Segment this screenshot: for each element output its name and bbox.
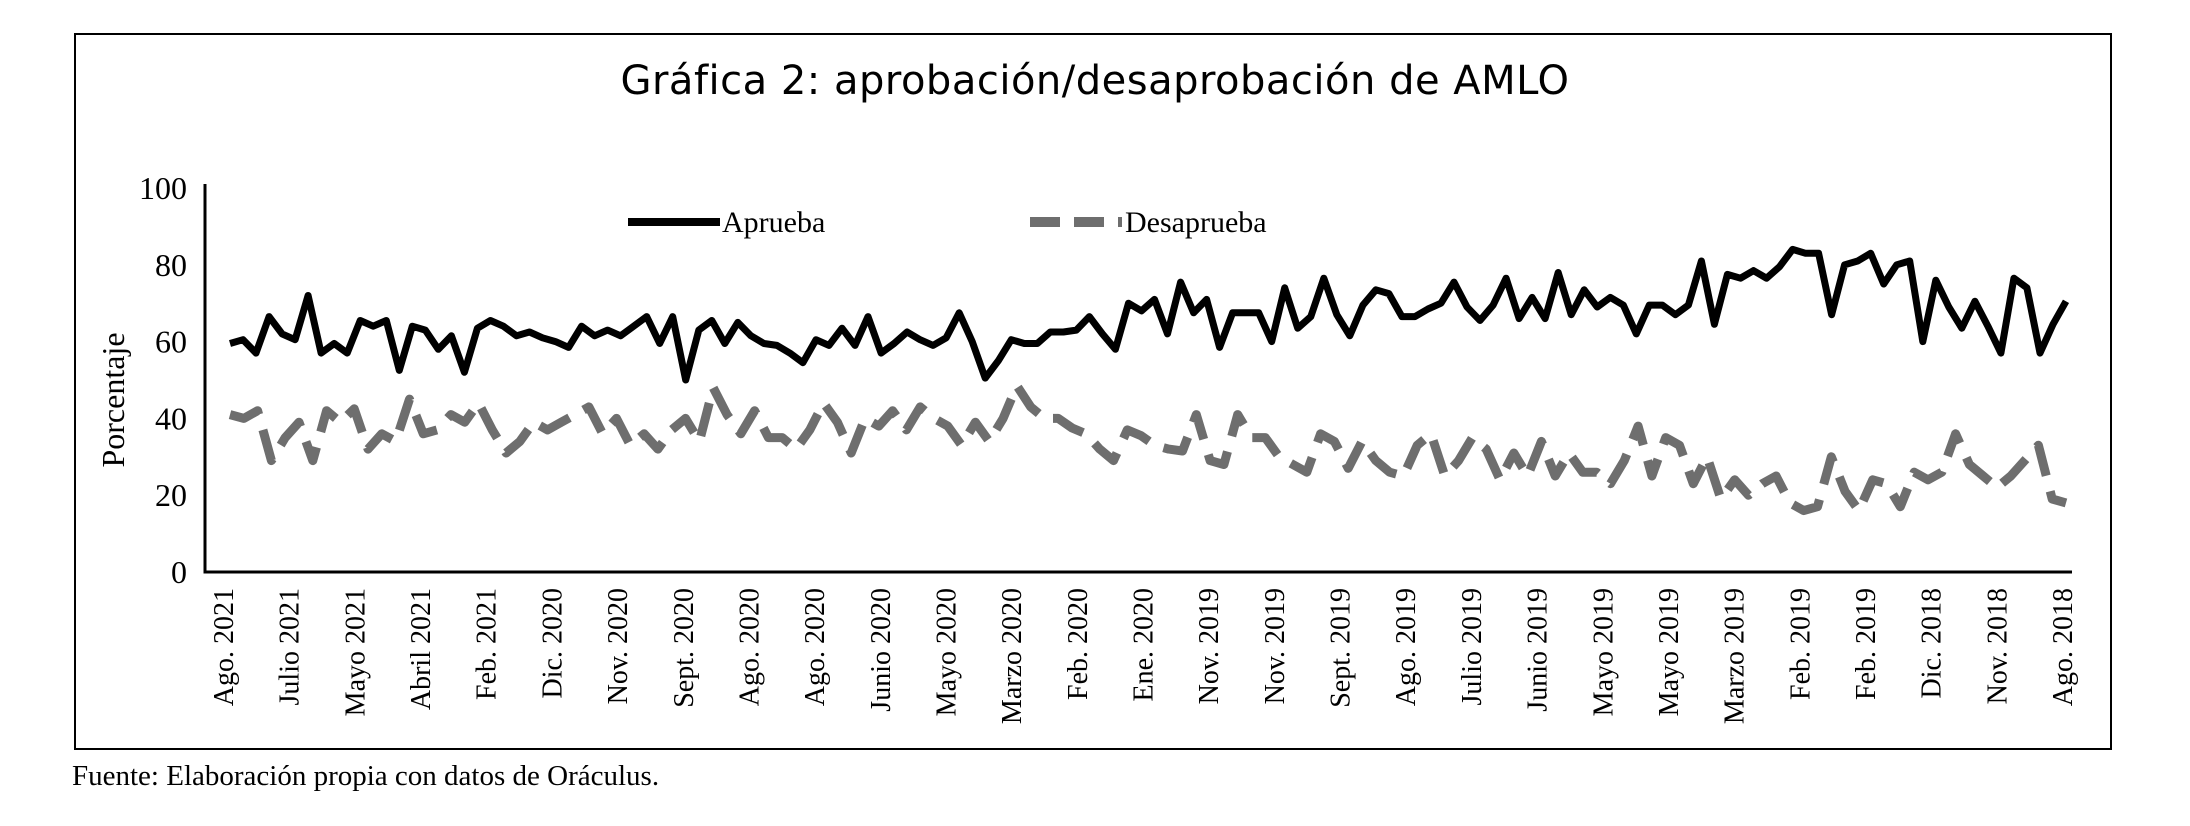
y-tick-label: 80 bbox=[155, 247, 187, 283]
x-tick-label: Feb. 2020 bbox=[1063, 588, 1094, 700]
x-tick-label: Dic. 2020 bbox=[537, 588, 568, 698]
x-tick-label: Marzo 2019 bbox=[1720, 588, 1751, 724]
x-tick-label: Nov. 2018 bbox=[1982, 588, 2013, 704]
x-tick-label: Nov. 2019 bbox=[1260, 588, 1291, 704]
x-tick-label: Ago. 2021 bbox=[209, 588, 240, 706]
figure-frame bbox=[74, 33, 2112, 750]
y-axis-label: Porcentaje bbox=[95, 332, 131, 467]
x-tick-label: Mayo 2020 bbox=[931, 588, 962, 716]
x-tick-label: Ene. 2020 bbox=[1129, 588, 1160, 702]
series-line-aprueba bbox=[229, 245, 2070, 384]
y-tick-label: 40 bbox=[155, 400, 187, 436]
x-tick-label: Nov. 2020 bbox=[603, 588, 634, 704]
x-tick-label: Sept. 2019 bbox=[1326, 588, 1357, 708]
x-tick-label: Mayo 2019 bbox=[1654, 588, 1685, 716]
series-line-desaprueba bbox=[228, 381, 2068, 516]
x-tick-label: Junio 2019 bbox=[1523, 588, 1554, 712]
legend-label-desaprueba: Desaprueba bbox=[1125, 206, 1267, 239]
x-tick-label: Dic. 2018 bbox=[1917, 588, 1948, 698]
x-tick-label: Sept. 2020 bbox=[669, 588, 700, 708]
x-tick-label: Ago. 2018 bbox=[2048, 588, 2079, 706]
x-tick-label: Feb. 2021 bbox=[472, 588, 503, 700]
x-tick-label: Julio 2021 bbox=[275, 588, 306, 705]
x-tick-label: Mayo 2021 bbox=[340, 588, 371, 716]
x-tick-label: Nov. 2019 bbox=[1194, 588, 1225, 704]
legend-label-aprueba: Aprueba bbox=[722, 206, 825, 239]
y-tick-label: 100 bbox=[139, 170, 187, 206]
source-note: Fuente: Elaboración propia con datos de … bbox=[72, 760, 660, 792]
chart-title: Gráfica 2: aprobación/desaprobación de A… bbox=[620, 58, 1570, 104]
x-tick-label: Mayo 2019 bbox=[1588, 588, 1619, 716]
x-tick-label: Feb. 2019 bbox=[1851, 588, 1882, 700]
x-tick-label: Ago. 2020 bbox=[734, 588, 765, 706]
x-tick-label: Ago. 2020 bbox=[800, 588, 831, 706]
x-tick-label: Feb. 2019 bbox=[1785, 588, 1816, 700]
x-tick-label: Julio 2019 bbox=[1457, 588, 1488, 705]
y-tick-label: 0 bbox=[171, 554, 187, 590]
x-tick-label: Ago. 2019 bbox=[1391, 588, 1422, 706]
x-tick-label: Junio 2020 bbox=[866, 588, 897, 712]
y-tick-label: 20 bbox=[155, 477, 187, 513]
x-tick-label: Marzo 2020 bbox=[997, 588, 1028, 724]
y-tick-label: 60 bbox=[155, 324, 187, 360]
x-tick-label: Abril 2021 bbox=[406, 588, 437, 710]
